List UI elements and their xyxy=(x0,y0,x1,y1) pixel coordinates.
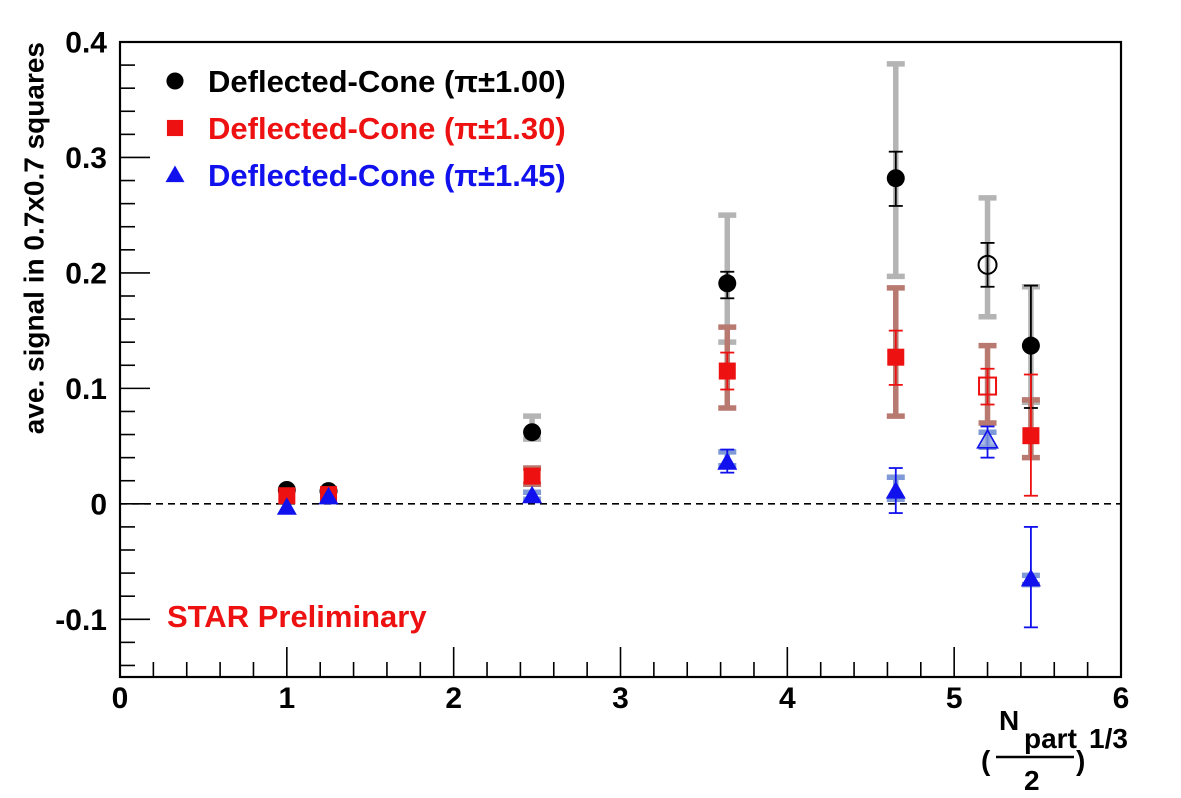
legend-label-145: Deflected-Cone (π±1.45) xyxy=(208,158,566,193)
series-100-point-5-marker xyxy=(886,169,905,188)
x-axis-title-close-paren: ) xyxy=(1076,745,1085,776)
legend-marker-130 xyxy=(166,119,184,137)
plot-frame xyxy=(118,40,1123,679)
series-145-point-4-marker xyxy=(717,452,738,470)
series-130-point-4-marker xyxy=(718,362,736,380)
x-axis-title-open-paren: ( xyxy=(981,745,991,776)
legend-label-130: Deflected-Cone (π±1.30) xyxy=(208,111,566,146)
y-tick-label-0.4: 0.4 xyxy=(65,27,107,60)
series-145-point-6-marker xyxy=(976,428,999,449)
y-tick-label-0.2: 0.2 xyxy=(65,257,107,290)
x-tick-label-0: 0 xyxy=(112,682,129,715)
y-tick-label--0.1: -0.1 xyxy=(55,604,107,637)
series-145-point-1-marker xyxy=(276,497,297,515)
x-tick-label-2: 2 xyxy=(445,682,462,715)
series-145-point-7-marker xyxy=(1020,568,1041,587)
legend-marker-100 xyxy=(166,72,184,90)
series-130-point-5-marker xyxy=(887,348,905,366)
series-130-point-7-marker xyxy=(1022,427,1040,445)
x-tick-label-3: 3 xyxy=(612,682,629,715)
series-100-point-3-marker xyxy=(523,423,542,442)
star-preliminary-label: STAR Preliminary xyxy=(167,599,427,634)
x-axis-title-numerator: N xyxy=(999,705,1019,736)
y-tick-label-0: 0 xyxy=(90,488,107,521)
x-axis-title-denominator: 2 xyxy=(1024,765,1040,796)
series-145-point-2-marker xyxy=(318,486,339,505)
series-145-point-5-marker xyxy=(885,481,906,499)
data-markers xyxy=(276,169,1041,587)
series-145-point-3-marker xyxy=(522,485,543,504)
x-tick-label-5: 5 xyxy=(946,682,963,715)
x-tick-label-4: 4 xyxy=(779,682,796,715)
series-100-point-6-marker xyxy=(977,254,998,275)
x-tick-label-6: 6 xyxy=(1113,682,1130,715)
y-axis-title: ave. signal in 0.7x0.7 squares xyxy=(18,42,49,434)
series-100-point-4-marker xyxy=(718,274,737,293)
y-tick-label-0.1: 0.1 xyxy=(65,373,107,406)
series-130-point-6-marker xyxy=(978,376,998,396)
legend-marker-145 xyxy=(165,165,185,183)
series-130-point-1-marker xyxy=(278,487,296,505)
x-tick-label-1: 1 xyxy=(278,682,295,715)
series-130-point-3-marker xyxy=(523,467,541,485)
x-axis-title-exponent: 1/3 xyxy=(1089,723,1128,754)
axis-tick-labels: 0 1 2 3 4 5 6 -0.1 0 0.1 0.2 0.3 0.4 xyxy=(55,27,1129,716)
x-axis-title-subscript: part xyxy=(1024,723,1077,754)
series-100-point-7-marker xyxy=(1021,336,1040,355)
legend-label-100: Deflected-Cone (π±1.00) xyxy=(208,64,566,99)
x-axis-title: ( N part 2 ) 1/3 xyxy=(981,705,1128,796)
y-tick-label-0.3: 0.3 xyxy=(65,142,107,175)
legend: Deflected-Cone (π±1.00) Deflected-Cone (π… xyxy=(165,64,566,193)
